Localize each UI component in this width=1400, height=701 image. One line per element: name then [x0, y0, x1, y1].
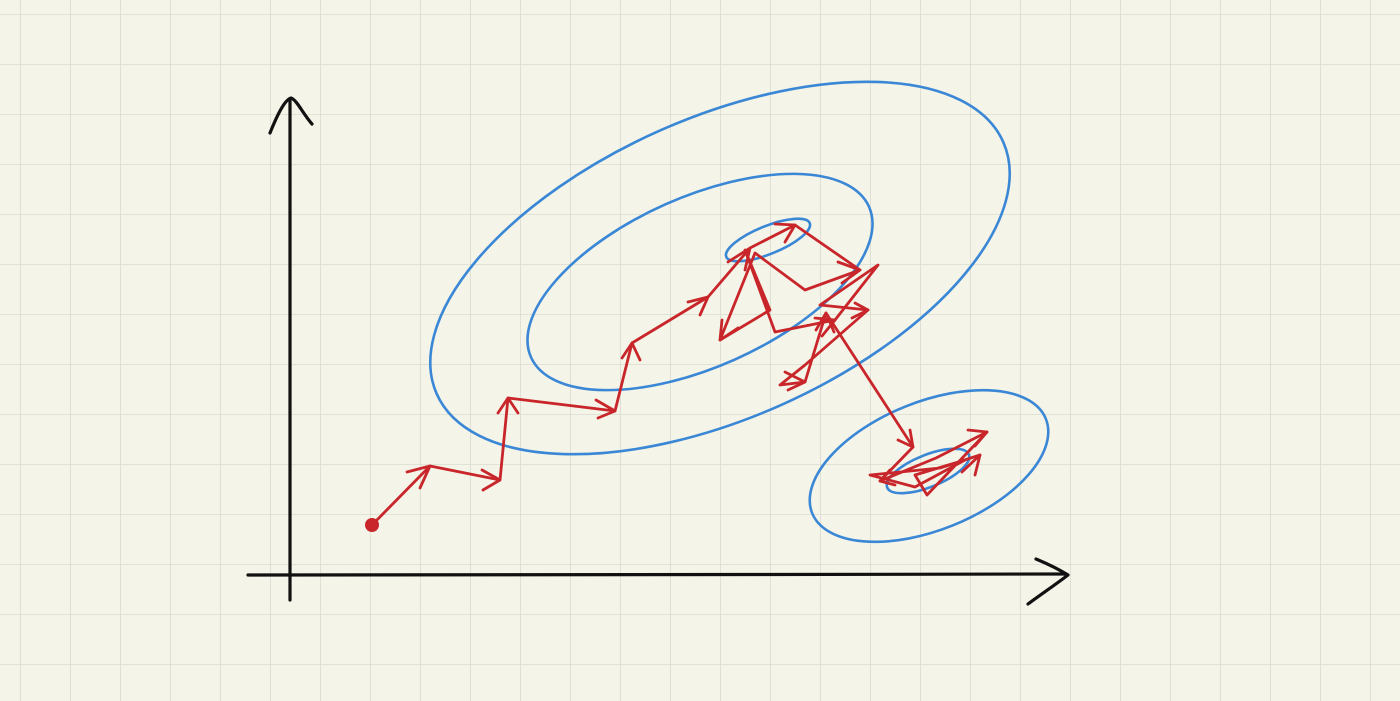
secondary-outer-contour [808, 388, 1050, 544]
inner-contour [724, 217, 812, 263]
x-axis-arrowhead [1026, 557, 1070, 606]
arrowhead [773, 222, 797, 244]
outer-contour [429, 80, 1011, 456]
arrowhead [480, 468, 502, 492]
zigzag-arrow-path [370, 223, 989, 527]
arrowhead [960, 453, 982, 477]
axes [246, 96, 1070, 606]
y-axis [288, 98, 292, 602]
arrowhead [405, 464, 432, 490]
arrowhead [620, 341, 642, 362]
arrowhead [726, 246, 752, 272]
arrowhead [966, 428, 989, 448]
arrowhead [814, 311, 836, 334]
arrowhead [850, 301, 870, 320]
arrowhead [718, 318, 740, 342]
arrowhead [878, 468, 897, 487]
arrowhead [594, 398, 617, 420]
arrowhead [896, 428, 915, 449]
optimization-path [370, 222, 989, 527]
middle-contour [526, 172, 874, 392]
x-axis [246, 572, 1068, 577]
start-point [365, 518, 379, 532]
arrowhead [836, 260, 862, 285]
y-axis-arrowhead [268, 96, 314, 135]
arrowhead [783, 370, 807, 392]
arrowhead [686, 295, 710, 317]
arrowhead [496, 396, 520, 415]
